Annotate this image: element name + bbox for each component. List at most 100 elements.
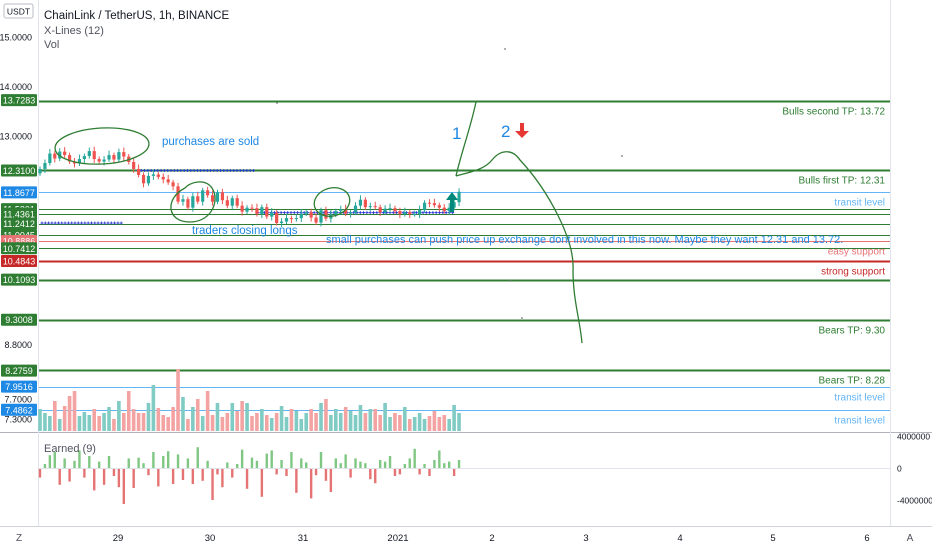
price-badge-label: 9.3008	[5, 315, 33, 325]
candle	[408, 212, 412, 215]
xline-marker	[375, 211, 379, 215]
volume-bar	[87, 415, 92, 431]
earned-bar	[211, 468, 214, 500]
candle	[102, 159, 106, 162]
earned-bar	[280, 460, 283, 468]
earned-bar	[295, 468, 298, 493]
volume-bar	[299, 419, 304, 431]
candle	[186, 199, 190, 208]
earned-bar	[359, 461, 362, 468]
earned-bar	[137, 457, 140, 468]
volume-bar	[309, 409, 313, 431]
candle	[284, 218, 289, 222]
circle-top-drawing	[54, 127, 150, 165]
xline-marker	[159, 168, 163, 172]
price-badge-label: 10.1093	[3, 275, 36, 285]
candle	[240, 205, 244, 212]
candle	[122, 152, 126, 157]
earned-bar	[162, 456, 165, 468]
xline-marker	[248, 168, 252, 172]
volume-bar	[77, 416, 82, 431]
volume-bar	[383, 403, 387, 431]
earned-bar	[290, 452, 293, 468]
price-badge-label: 13.7283	[3, 96, 36, 106]
auto-scale-button[interactable]: A	[907, 533, 914, 544]
candle	[255, 208, 259, 215]
xline-marker	[169, 168, 173, 172]
time-axis[interactable]: 29 30 31 2021 2 3 4 5 6	[113, 533, 870, 544]
price-badge	[1, 380, 37, 393]
indicator-vol-label[interactable]: Vol	[44, 39, 59, 51]
candle	[191, 196, 195, 208]
candle	[77, 159, 82, 164]
volume-bar	[447, 419, 451, 431]
candle	[63, 151, 67, 156]
earned-bar	[102, 468, 106, 485]
earned-bar	[433, 460, 436, 468]
xline-marker	[225, 168, 229, 172]
earned-bar	[383, 461, 387, 468]
volume-bar	[245, 403, 249, 431]
candle	[353, 205, 358, 213]
candle	[339, 209, 343, 212]
symbol-title[interactable]: ChainLink / TetherUS, 1h, BINANCE	[44, 10, 229, 22]
currency-badge[interactable]	[3, 3, 34, 19]
candle	[383, 208, 387, 213]
volume-bar	[412, 417, 417, 431]
earned-bar	[68, 468, 71, 482]
xline-marker	[282, 211, 286, 215]
indicator-xlines-label[interactable]: X-Lines (12)	[44, 25, 104, 37]
xline-marker	[238, 168, 242, 172]
candle	[137, 168, 141, 175]
earned-bar	[152, 452, 155, 468]
xline-marker	[146, 168, 150, 172]
candle	[245, 207, 249, 212]
candle	[299, 213, 303, 219]
candle	[418, 210, 422, 215]
candle	[393, 208, 397, 212]
zoom-reset-button[interactable]: Z	[16, 533, 22, 544]
earned-bar	[48, 455, 52, 468]
earned-bar	[250, 457, 254, 468]
xline-marker	[192, 168, 196, 172]
xline-marker	[242, 168, 246, 172]
candle	[67, 155, 72, 162]
price-badge-label: 10.4843	[3, 257, 36, 267]
time-tick-label: 6	[864, 533, 869, 544]
candle	[250, 207, 254, 209]
candle	[442, 207, 446, 212]
candle	[403, 212, 407, 215]
xline-marker	[80, 221, 84, 225]
price-badge-label: 11.4361	[3, 209, 35, 219]
xline-marker	[444, 211, 448, 215]
earned-bar	[43, 464, 47, 468]
xline-marker	[57, 221, 60, 225]
price-axis[interactable]: 16.000015.000014.000013.00008.80007.7000…	[0, 0, 32, 424]
earned-bar	[270, 450, 273, 468]
subpanel-axis[interactable]: 4000000 0 -4000000	[897, 432, 932, 506]
earned-histogram	[38, 447, 890, 504]
subpanel-title[interactable]: Earned (9)	[44, 443, 96, 455]
earned-bar	[344, 454, 347, 468]
volume-bar	[82, 412, 87, 431]
subpanel-tick-label: 4000000	[897, 432, 930, 442]
candle	[146, 175, 151, 184]
price-tick-label: 13.0000	[0, 132, 32, 142]
earned-bar	[73, 460, 76, 468]
candle	[43, 163, 47, 169]
earned-bar	[226, 462, 229, 468]
earned-bar	[196, 447, 199, 468]
earned-bar	[117, 468, 121, 488]
price-badge-label: 10.7412	[3, 244, 36, 254]
candle	[38, 168, 42, 174]
candle	[151, 174, 155, 176]
volume-bar	[457, 413, 461, 431]
earned-bar	[418, 468, 421, 475]
level-label: strong support	[821, 267, 885, 278]
subpanel-tick-label: 0	[897, 464, 902, 474]
volume-bar	[417, 413, 422, 431]
xline-marker	[70, 221, 74, 225]
xline-marker	[162, 168, 166, 172]
xline-marker	[40, 221, 44, 225]
